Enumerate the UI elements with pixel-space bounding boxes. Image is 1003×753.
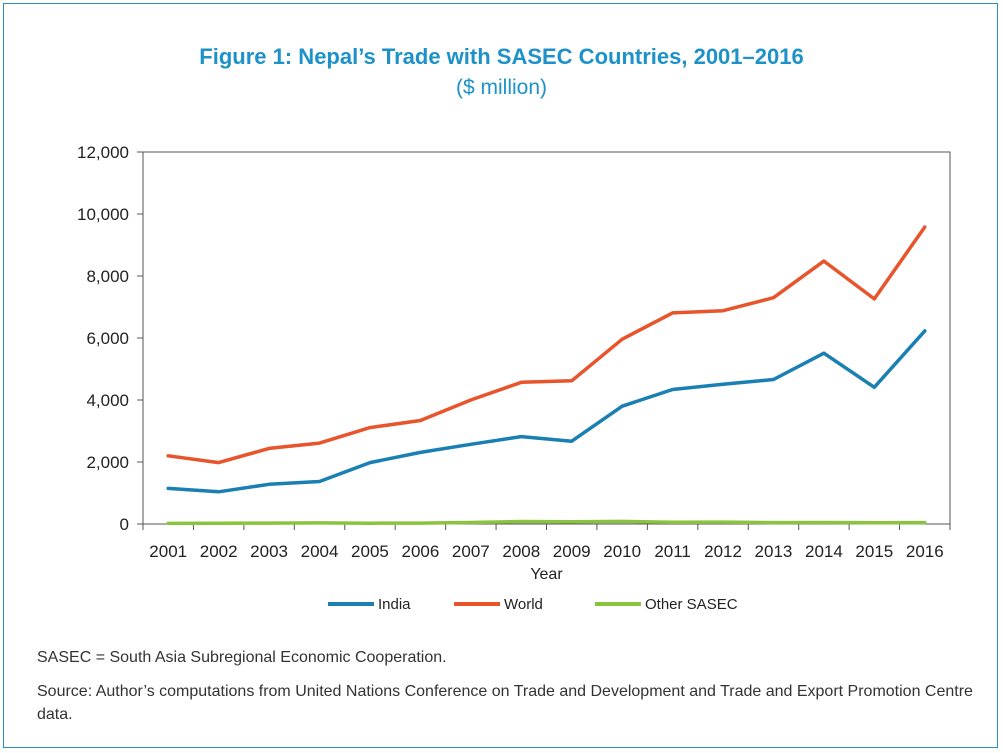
source-note: Source: Author’s computations from Unite… xyxy=(37,683,973,723)
y-tick-label: 8,000 xyxy=(86,267,129,286)
x-tick-label: 2007 xyxy=(452,542,490,561)
x-tick-label: 2014 xyxy=(805,542,843,561)
line-chart: 0 2,000 4,000 6,000 8,000 10,000 12,000 2001 200… xyxy=(77,143,951,613)
figure-frame xyxy=(3,3,998,748)
y-tick-label: 4,000 xyxy=(86,391,129,410)
x-tick-label: 2016 xyxy=(906,542,944,561)
y-tick-label: 6,000 xyxy=(86,329,129,348)
series-line-world xyxy=(166,225,927,465)
chart-subtitle: ($ million) xyxy=(455,76,547,99)
y-tick-label: 10,000 xyxy=(77,205,129,224)
y-tick-label: 2,000 xyxy=(86,453,129,472)
x-tick-label: 2015 xyxy=(855,542,893,561)
legend-label: World xyxy=(504,596,543,613)
x-tick-label: 2011 xyxy=(654,542,691,561)
chart-title: Figure 1: Nepal’s Trade with SASEC Count… xyxy=(199,44,804,69)
y-tick-label: 12,000 xyxy=(77,143,129,162)
legend-label: India xyxy=(378,596,411,613)
x-tick-label: 2004 xyxy=(301,542,339,561)
x-tick-label: 2012 xyxy=(704,542,742,561)
y-tick-label: 0 xyxy=(120,515,129,534)
x-tick-label: 2006 xyxy=(401,542,439,561)
x-tick-label: 2008 xyxy=(502,542,540,561)
x-tick-label: 2002 xyxy=(200,542,238,561)
x-tick-label: 2010 xyxy=(603,542,641,561)
x-tick-label: 2005 xyxy=(351,542,389,561)
abbreviation-note: SASEC = South Asia Subregional Economic … xyxy=(37,649,447,666)
x-tick-label: 2003 xyxy=(250,542,288,561)
x-tick-label: 2009 xyxy=(553,542,591,561)
legend-label: Other SASEC xyxy=(645,596,738,613)
x-axis-title: Year xyxy=(530,566,563,583)
x-tick-label: 2013 xyxy=(755,542,793,561)
plot-area xyxy=(142,151,951,525)
x-tick-label: 2001 xyxy=(149,542,187,561)
series-line-india xyxy=(166,329,927,494)
series-line-other-sasec xyxy=(166,519,927,526)
